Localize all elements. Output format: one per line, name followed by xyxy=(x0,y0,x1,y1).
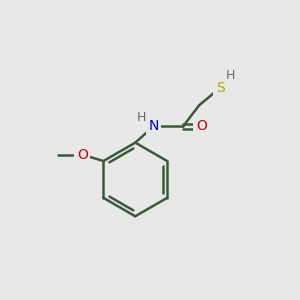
Text: H: H xyxy=(136,111,146,124)
Text: O: O xyxy=(77,148,88,162)
Text: S: S xyxy=(216,81,225,94)
Text: N: N xyxy=(148,119,159,134)
Text: O: O xyxy=(196,119,207,134)
Text: H: H xyxy=(226,69,236,82)
